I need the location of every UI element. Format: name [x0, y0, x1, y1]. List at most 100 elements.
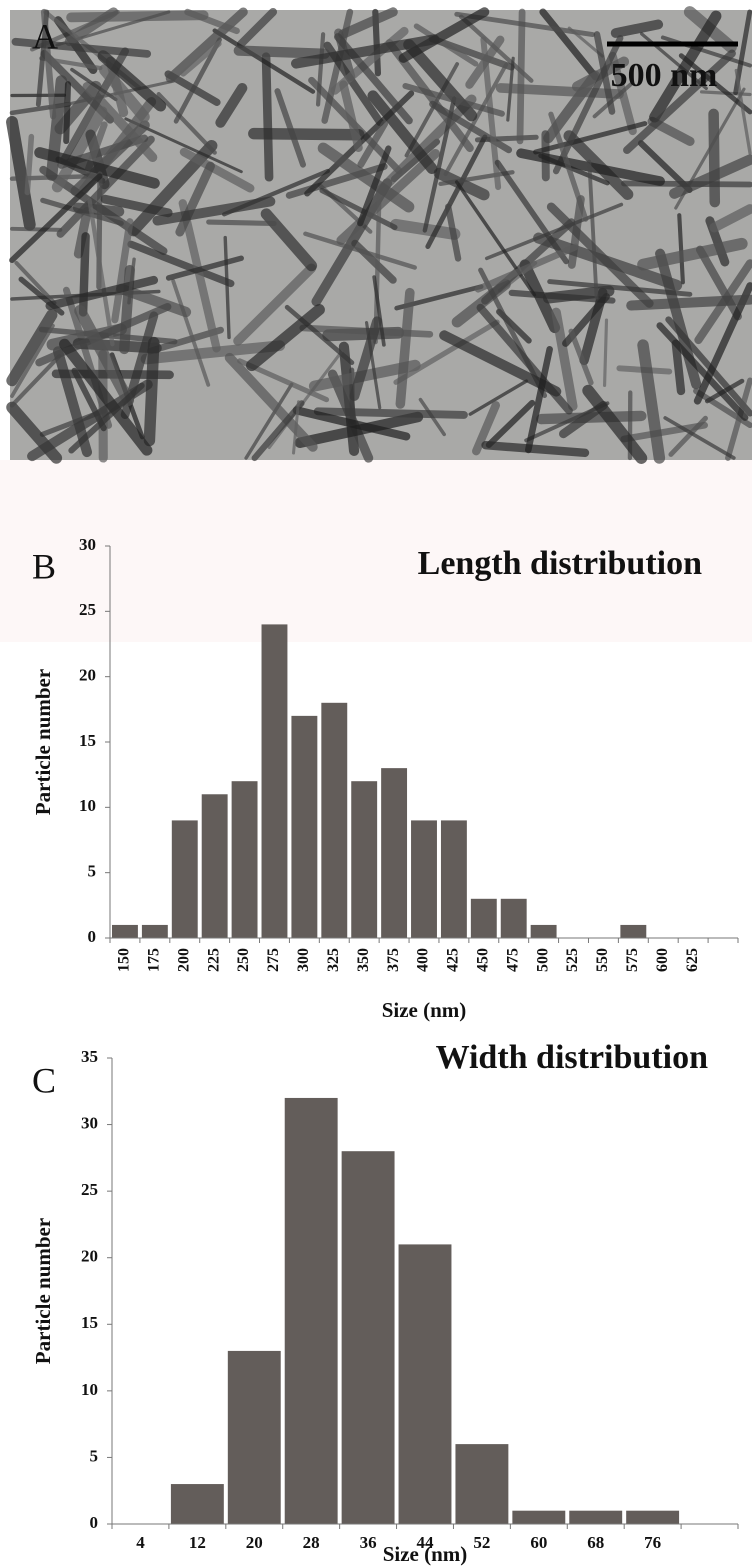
x-tick-label: 525: [564, 948, 581, 972]
rod: [59, 338, 153, 456]
rod: [317, 142, 415, 213]
rod: [567, 26, 604, 58]
bar: [231, 781, 258, 938]
rod: [433, 167, 490, 201]
bar: [455, 1444, 509, 1524]
rod: [623, 49, 736, 155]
rod: [519, 259, 561, 334]
y-tick-label: 0: [88, 927, 97, 946]
rod: [62, 286, 113, 429]
rod: [315, 32, 326, 107]
x-tick-label: 325: [325, 948, 342, 972]
rod: [708, 108, 721, 208]
rod: [285, 163, 388, 199]
x-tick-label: 450: [474, 948, 491, 972]
chart-title: Length distribution: [418, 545, 702, 582]
rod: [649, 10, 722, 123]
rod: [291, 34, 440, 69]
rod: [206, 219, 277, 227]
panel-label: C: [32, 1060, 56, 1100]
rod: [398, 7, 490, 63]
rod: [349, 316, 382, 401]
y-tick-label: 5: [88, 862, 97, 881]
rod: [248, 127, 365, 141]
rod: [143, 336, 160, 447]
rod: [582, 384, 648, 464]
rod: [621, 180, 752, 188]
rod: [173, 37, 222, 124]
rod: [165, 255, 244, 281]
x-tick-label: 350: [355, 948, 372, 972]
rod: [413, 23, 479, 67]
rod: [127, 240, 235, 288]
rod: [6, 116, 36, 231]
rod: [292, 406, 411, 441]
bar: [321, 702, 348, 938]
x-tick-label: 225: [205, 948, 222, 972]
rod: [525, 345, 553, 454]
rod: [547, 279, 693, 297]
x-tick-label: 250: [235, 948, 252, 972]
rod: [677, 213, 685, 285]
rod: [587, 159, 599, 300]
bar: [626, 1510, 680, 1524]
x-tick-label: 375: [385, 948, 402, 972]
rod: [445, 203, 462, 262]
bar: [284, 1097, 338, 1524]
y-tick-label: 30: [81, 1113, 98, 1132]
rod: [233, 263, 317, 346]
rod: [111, 218, 134, 324]
bar: [569, 1510, 623, 1524]
rod: [156, 92, 217, 155]
rod: [372, 275, 386, 347]
rod: [274, 88, 306, 168]
rod: [74, 304, 135, 407]
bar: [440, 820, 467, 938]
y-axis-label: Particle number: [31, 1218, 55, 1364]
rod: [215, 83, 248, 128]
rod: [40, 8, 57, 120]
rod: [224, 352, 318, 452]
rod: [542, 285, 615, 304]
rod: [620, 421, 708, 443]
rod: [610, 19, 664, 38]
y-tick-label: 15: [81, 1313, 98, 1332]
bar: [141, 924, 168, 938]
rod: [165, 7, 248, 83]
rod: [734, 68, 752, 155]
bar: [341, 1151, 395, 1524]
x-tick-label: 4: [136, 1533, 145, 1552]
bar: [381, 768, 408, 938]
rod: [284, 304, 355, 366]
rod: [51, 106, 108, 193]
rod: [539, 8, 600, 81]
rod: [485, 399, 536, 448]
bar: [261, 624, 288, 938]
rod: [73, 206, 92, 259]
x-tick-label: 52: [473, 1533, 490, 1552]
rod: [319, 187, 398, 230]
rod: [663, 416, 736, 460]
y-tick-label: 10: [81, 1380, 98, 1399]
y-tick-label: 10: [79, 796, 96, 815]
x-tick-label: 425: [445, 948, 462, 972]
rod: [9, 173, 103, 264]
rod: [246, 304, 325, 372]
rod: [668, 415, 708, 457]
rod: [180, 40, 222, 77]
rod: [481, 440, 590, 458]
x-tick-label: 600: [654, 948, 671, 972]
rod: [439, 330, 562, 397]
rod: [472, 401, 500, 456]
rod: [294, 411, 424, 449]
x-tick-label: 575: [624, 948, 641, 972]
rod: [212, 28, 316, 94]
panel-label: A: [32, 16, 58, 56]
rod: [626, 294, 752, 311]
bar: [351, 781, 378, 938]
x-tick-label: 44: [417, 1533, 435, 1552]
rod: [9, 353, 62, 408]
x-axis-label: Size (nm): [383, 1542, 468, 1566]
rod: [637, 237, 748, 271]
rod: [35, 302, 172, 367]
